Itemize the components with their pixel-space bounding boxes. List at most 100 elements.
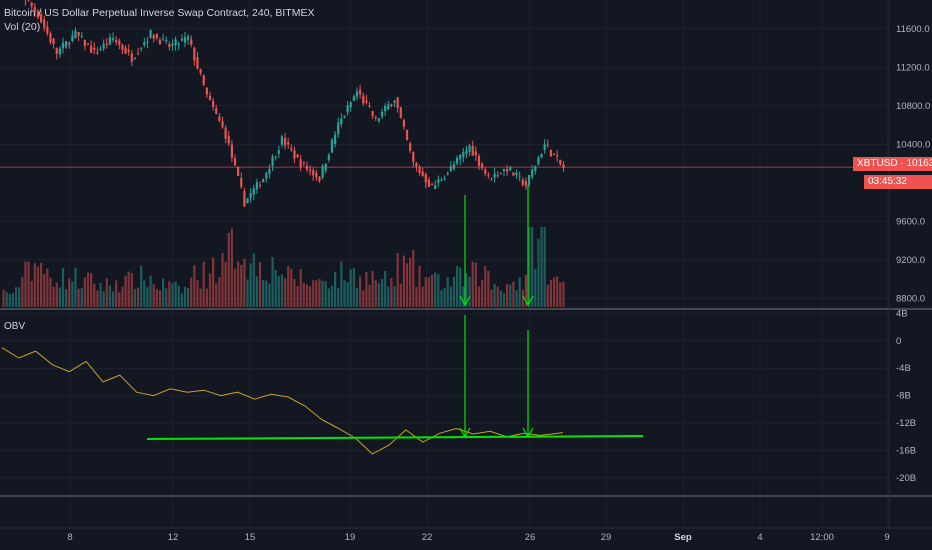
price-tag-value: 10163.5: [906, 158, 932, 169]
candle-body: [61, 42, 65, 49]
volume-bar: [380, 279, 384, 307]
volume-bar: [90, 273, 93, 307]
volume-bar: [152, 284, 155, 307]
candle-body: [409, 143, 412, 151]
volume-bar: [321, 280, 324, 307]
volume-bar: [462, 286, 465, 307]
volume-bar: [252, 253, 255, 307]
volume-bar: [287, 266, 290, 307]
volume-bar: [308, 286, 312, 307]
volume-bar: [136, 287, 140, 307]
volume-bar: [452, 276, 456, 307]
candle-body: [258, 185, 262, 187]
candle-body: [380, 111, 384, 117]
volume-bar: [531, 227, 534, 307]
volume-bar: [11, 293, 15, 307]
candle-body: [343, 115, 346, 118]
volume-bar: [124, 275, 127, 307]
volume-bar: [359, 276, 362, 307]
candle-body: [152, 35, 155, 39]
candle-body: [546, 144, 549, 146]
candle-body: [243, 191, 246, 207]
candle-body: [327, 155, 330, 160]
volume-bar: [224, 261, 227, 307]
candle-body: [158, 39, 162, 45]
candle-body: [471, 146, 474, 156]
candle-body: [427, 179, 431, 187]
volume-bar: [86, 272, 90, 307]
candle-body: [468, 145, 471, 152]
volume-bar: [280, 274, 284, 307]
date-tick-label: 8: [67, 532, 72, 543]
date-tick-label: 22: [422, 532, 433, 543]
candle-body: [459, 155, 462, 160]
arrow-head: [522, 427, 534, 439]
arrow-head: [459, 427, 471, 439]
volume-bar: [230, 228, 233, 307]
volume-bar: [255, 276, 259, 307]
candle-body: [352, 96, 355, 101]
volume-bar: [509, 284, 512, 307]
candle-body: [193, 47, 196, 61]
date-tick-label: 29: [601, 532, 612, 543]
candle-body: [168, 44, 171, 48]
candle-body: [496, 175, 499, 177]
volume-bar: [265, 280, 268, 307]
candle-body: [390, 104, 393, 106]
candle-body: [493, 173, 496, 178]
price-tick-label: 11600.0: [896, 24, 930, 35]
candle-body: [477, 155, 481, 167]
volume-bar: [96, 290, 99, 307]
candle-body: [52, 38, 55, 44]
volume-bar: [512, 281, 515, 307]
price-tick-label: 11200.0: [896, 62, 930, 73]
volume-bar: [127, 271, 130, 307]
volume-bar: [18, 287, 21, 307]
obv-tick-label: 4B: [896, 308, 908, 319]
candle-body: [115, 39, 118, 43]
candle-body: [230, 144, 233, 158]
volume-bar: [334, 271, 337, 307]
date-tick-label: 12: [168, 532, 179, 543]
candle-body: [509, 167, 512, 171]
candle-body: [65, 41, 68, 48]
volume-bar: [421, 286, 424, 307]
price-tag: XBTUSD · 10163.5: [853, 157, 932, 171]
volume-bar: [374, 280, 377, 307]
candle-body: [283, 138, 287, 146]
candlesticks: [0, 0, 889, 208]
date-tick-label: Sep: [674, 532, 692, 543]
candle-body: [83, 39, 86, 46]
volume-bar: [268, 283, 271, 307]
obv-tick-label: 0: [896, 336, 901, 347]
candle-body: [124, 47, 127, 54]
candle-body: [562, 164, 565, 169]
candle-body: [424, 174, 427, 183]
candle-body: [127, 49, 130, 52]
volume-bar: [271, 256, 274, 307]
volume-bar: [102, 291, 105, 307]
volume-bar: [130, 272, 133, 307]
arrow-obv-2: [522, 330, 534, 439]
obv-tick-label: -20B: [896, 473, 916, 484]
date-tick-label: 4: [757, 532, 762, 543]
volume-bar: [390, 278, 393, 307]
volume-bar: [459, 267, 462, 307]
candle-body: [465, 150, 468, 154]
candle-body: [143, 42, 146, 46]
volume-bar: [434, 272, 437, 307]
candle-body: [58, 48, 61, 55]
candle-body: [237, 166, 240, 176]
candle-body: [133, 57, 137, 60]
candle-body: [421, 171, 424, 177]
candle-body: [318, 176, 321, 181]
volume-bar: [193, 265, 196, 307]
candle-body: [55, 47, 58, 54]
volume-bar: [61, 267, 65, 307]
volume-label: Vol (20): [4, 21, 41, 33]
candle-body: [359, 89, 362, 95]
candle-body: [299, 159, 302, 168]
volume-bar: [352, 267, 355, 307]
volume-bar: [40, 262, 43, 307]
